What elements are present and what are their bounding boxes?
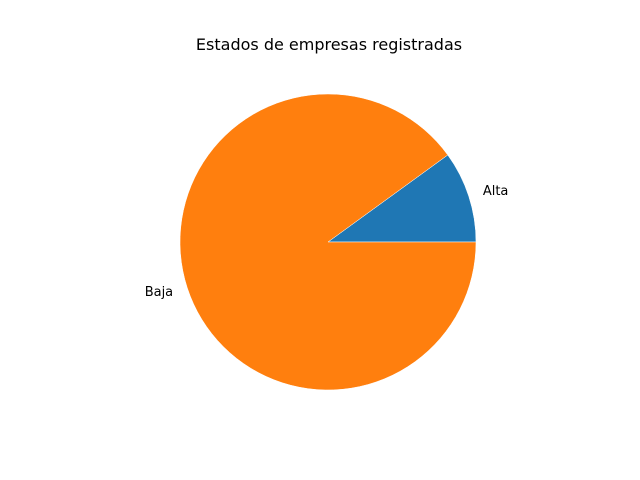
chart-title: Estados de empresas registradas (196, 35, 462, 54)
slice-label-alta: Alta (483, 184, 509, 199)
pie-slice-alta (327, 154, 477, 243)
pie-labels: Alta Baja (145, 184, 509, 300)
pie-slice-baja (179, 93, 477, 391)
slice-label-baja: Baja (145, 285, 173, 300)
pie-slices (179, 93, 477, 391)
